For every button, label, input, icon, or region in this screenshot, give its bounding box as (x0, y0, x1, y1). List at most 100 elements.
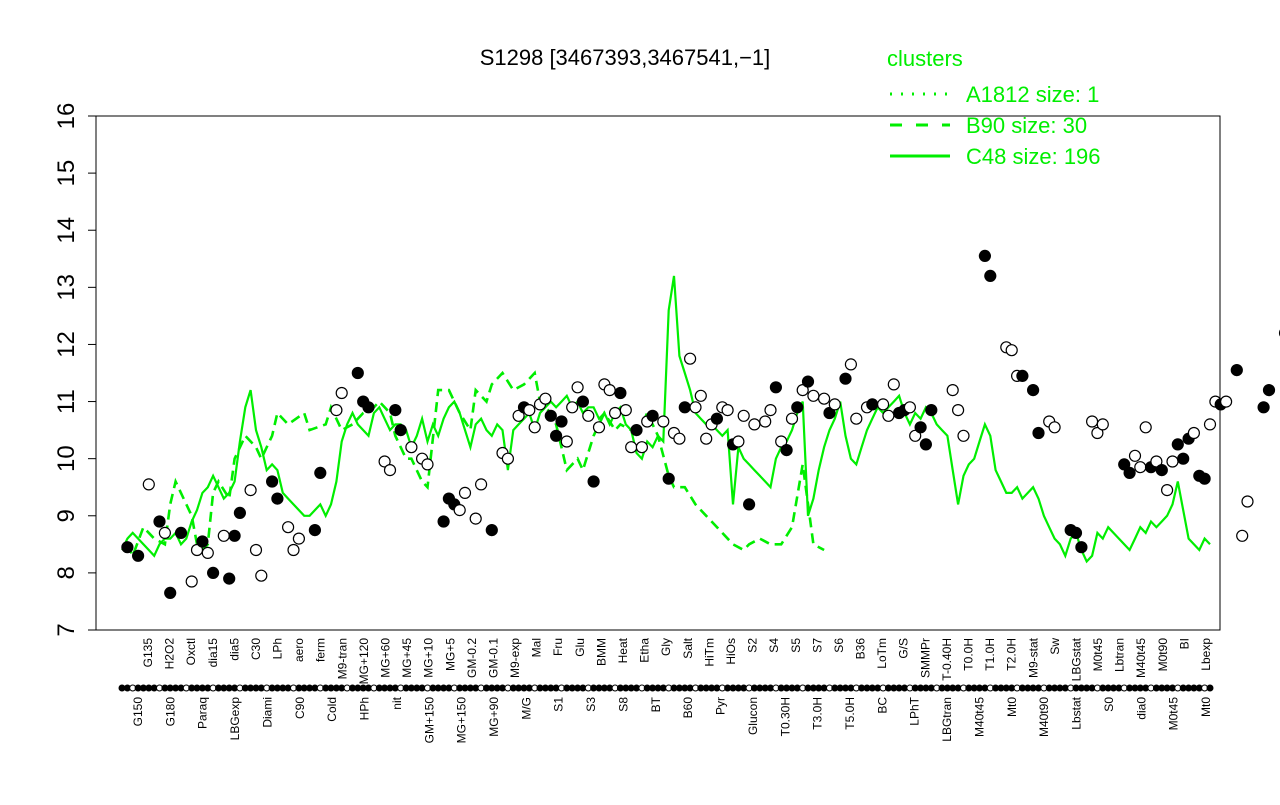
x-tick-label: LPhT (908, 696, 922, 725)
data-point (770, 382, 781, 393)
x-tick-label: Mt0 (1199, 697, 1213, 717)
x-tick-label: MG+90 (487, 697, 501, 737)
data-point (165, 587, 176, 598)
data-point (1087, 416, 1098, 427)
data-point (486, 525, 497, 536)
x-tick-label: dia15 (206, 638, 220, 668)
data-point (470, 513, 481, 524)
x-tick-label: S0 (1102, 697, 1116, 712)
x-tick-label: S7 (810, 638, 824, 653)
data-point (878, 399, 889, 410)
x-tick-label: M/G (519, 697, 533, 720)
data-point (331, 405, 342, 416)
x-tick-label: aero (292, 638, 306, 662)
x-tick-label: HPh (358, 697, 372, 720)
data-point (647, 410, 658, 421)
data-point (245, 485, 256, 496)
data-point (561, 436, 572, 447)
data-point (208, 567, 219, 578)
x-tick-label: BI (1177, 638, 1191, 649)
data-point (556, 416, 567, 427)
x-tick-label: T0.0H (962, 638, 976, 671)
data-point (315, 467, 326, 478)
data-point (845, 359, 856, 370)
x-tick-label: Glucon (746, 697, 760, 735)
x-tick-label: S3 (584, 697, 598, 712)
data-point (615, 388, 626, 399)
data-point (979, 250, 990, 261)
x-tick-label: Mt0 (1005, 697, 1019, 717)
x-tick-label: M0t45 (1091, 638, 1105, 672)
data-point (685, 353, 696, 364)
x-tick-label: Salt (681, 637, 695, 658)
data-point (1130, 450, 1141, 461)
x-tick-label: dia5 (227, 638, 241, 661)
data-point (309, 525, 320, 536)
x-tick-label: nit (390, 696, 404, 709)
data-point (803, 376, 814, 387)
data-point (1140, 422, 1151, 433)
x-tick-label: G135 (141, 638, 155, 668)
x-tick-label: T3.0H (811, 697, 825, 730)
x-tick-label: Lbexp (1199, 638, 1213, 671)
x-tick-label: Gly (659, 638, 673, 656)
x-tick-label: S1 (552, 697, 566, 712)
legend-label: B90 size: 30 (966, 113, 1087, 138)
x-tick-label: T5.0H (843, 697, 857, 730)
y-tick-label: 9 (53, 509, 80, 522)
data-point (551, 430, 562, 441)
x-tick-label: S6 (832, 638, 846, 653)
data-point (1205, 419, 1216, 430)
data-point (529, 422, 540, 433)
data-point (792, 402, 803, 413)
data-point (840, 373, 851, 384)
y-tick-label: 10 (53, 445, 80, 472)
x-tick-label: M0t90 (1156, 638, 1170, 672)
x-tick-label: M40t45 (1134, 638, 1148, 678)
data-point (738, 410, 749, 421)
data-point (674, 433, 685, 444)
data-point (1199, 473, 1210, 484)
x-tick-label: MG+5 (443, 638, 457, 671)
data-point (867, 399, 878, 410)
x-tick-label: B60 (681, 697, 695, 719)
y-tick-label: 12 (53, 331, 80, 358)
data-point (1264, 385, 1275, 396)
data-point (336, 388, 347, 399)
x-tick-label: Mal (530, 638, 544, 657)
x-tick-label: LBGexp (228, 697, 242, 741)
data-point (288, 545, 299, 556)
x-tick-label: Lbstat (1070, 696, 1084, 729)
data-point (1071, 527, 1082, 538)
x-tick-label: Cold (325, 697, 339, 722)
data-point (594, 422, 605, 433)
data-point (1242, 496, 1253, 507)
x-tick-label: Pyr (714, 697, 728, 715)
x-tick-label: G150 (131, 697, 145, 727)
data-points (122, 250, 1280, 604)
data-point (1172, 439, 1183, 450)
data-point (808, 390, 819, 401)
x-tick-label: G180 (163, 697, 177, 727)
data-point (1028, 385, 1039, 396)
x-tick-label: LBGstat (1069, 637, 1083, 681)
data-point (888, 379, 899, 390)
data-point (1135, 462, 1146, 473)
data-point (904, 402, 915, 413)
data-point (1258, 402, 1269, 413)
data-point (711, 413, 722, 424)
data-point (1162, 485, 1173, 496)
data-point (631, 425, 642, 436)
data-point (829, 399, 840, 410)
data-point (663, 473, 674, 484)
series-line (127, 373, 824, 556)
x-tick-label: BC (875, 697, 889, 714)
x-tick-label: T1.0H (983, 638, 997, 671)
plot-frame (96, 116, 1220, 630)
data-point (197, 536, 208, 547)
data-point (224, 573, 235, 584)
x-tick-label: LoTm (875, 638, 889, 669)
x-tick-label: Diami (261, 697, 275, 728)
